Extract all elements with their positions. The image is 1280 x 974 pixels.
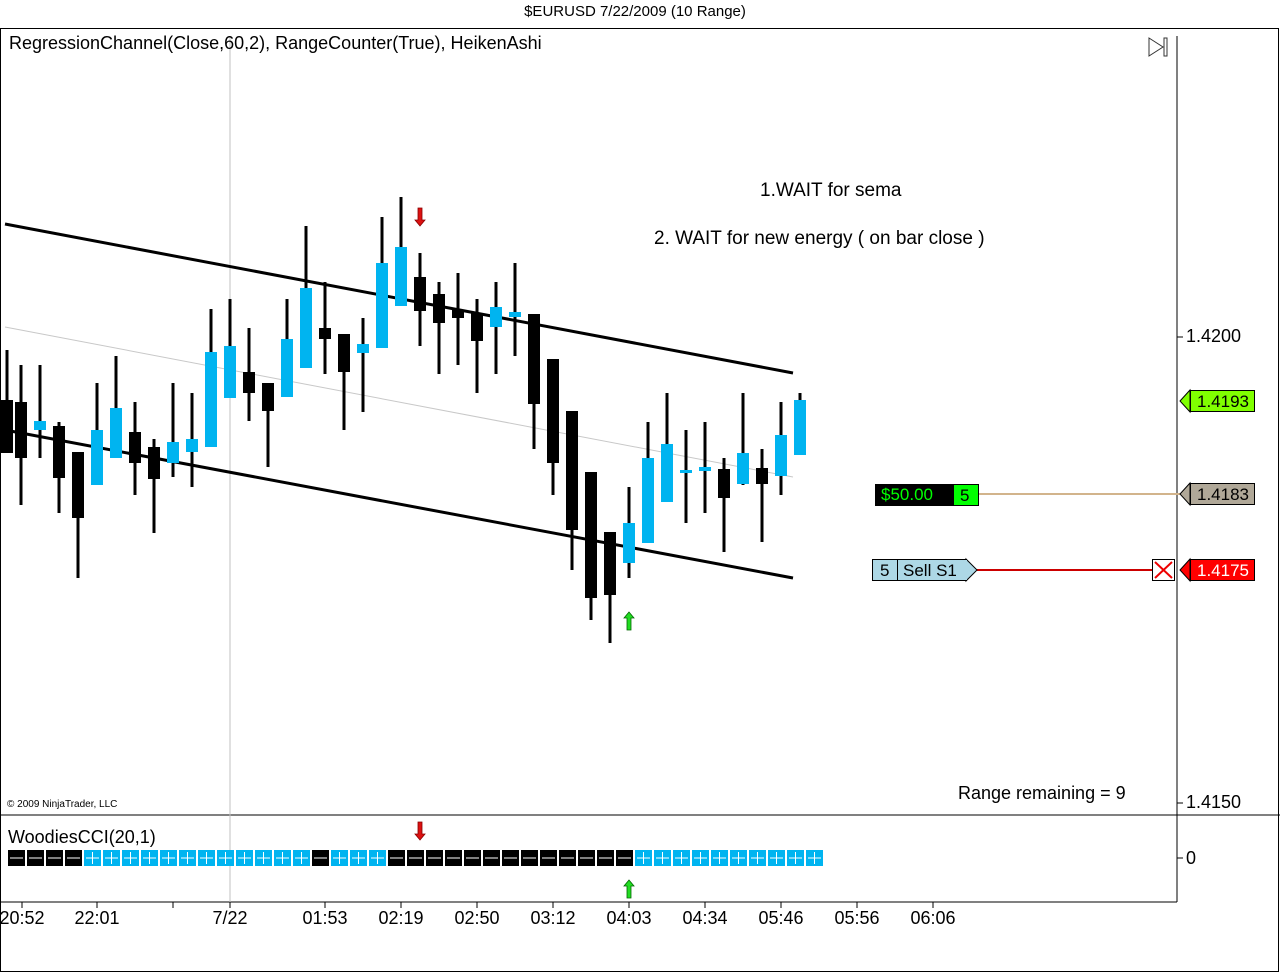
- x-tick-label: 05:46: [758, 908, 804, 928]
- y-tick-14200: 1.4200: [1186, 326, 1242, 346]
- candle-up: [281, 339, 293, 397]
- cci-sell-arrow-icon: [414, 821, 426, 841]
- candle-up: [490, 307, 502, 327]
- candle-up: [91, 430, 103, 485]
- candle-down: [148, 447, 160, 479]
- candle-up: [737, 453, 749, 484]
- indicators-label: RegressionChannel(Close,60,2), RangeCoun…: [9, 33, 542, 53]
- range-counter: Range remaining = 9: [958, 783, 1126, 803]
- candle-up: [699, 467, 711, 471]
- candle-down: [129, 432, 141, 463]
- candle-down: [15, 402, 27, 458]
- copyright: © 2009 NinjaTrader, LLC: [7, 799, 118, 810]
- x-tick-label: 04:34: [682, 908, 728, 928]
- candle-down: [566, 411, 578, 530]
- note-wait-energy: 2. WAIT for new energy ( on bar close ): [654, 228, 985, 249]
- candle-up: [205, 352, 217, 447]
- candle-up: [357, 344, 369, 353]
- last-price-tag: 1.4193: [1190, 390, 1255, 412]
- order-label[interactable]: Sell S1: [897, 559, 967, 581]
- candle-up: [623, 523, 635, 563]
- candle-up: [775, 435, 787, 476]
- candle-up: [300, 288, 312, 368]
- candle-up: [642, 458, 654, 543]
- candle-down: [452, 310, 464, 318]
- last-price-tag-tip: [1179, 388, 1191, 414]
- x-tick-label: 02:50: [454, 908, 500, 928]
- candle-up: [376, 263, 388, 348]
- order-label-tip: [965, 557, 978, 583]
- candle-down: [319, 328, 331, 339]
- candle-up: [680, 470, 692, 473]
- candle-down: [243, 372, 255, 393]
- candle-down: [433, 294, 445, 323]
- candle-down: [471, 313, 483, 341]
- cci-buy-arrow-icon: [623, 879, 635, 899]
- cci-title: WoodiesCCI(20,1): [8, 827, 156, 847]
- candle-down: [585, 472, 597, 598]
- candle-down: [756, 468, 768, 484]
- sell-signal-arrow-icon: [414, 207, 426, 227]
- x-tick-label: 20:52: [0, 908, 45, 928]
- position-qty[interactable]: 5: [953, 484, 979, 506]
- candle-down: [72, 452, 84, 518]
- candle-down: [1, 400, 13, 453]
- candle-up: [661, 444, 673, 502]
- chart-frame: [0, 28, 1279, 972]
- candle-up: [224, 346, 236, 398]
- candle-down: [718, 469, 730, 498]
- candle-up: [186, 439, 198, 452]
- x-tick-label: 05:56: [834, 908, 880, 928]
- window-title: $EURUSD 7/22/2009 (10 Range): [524, 3, 746, 20]
- candle-up: [395, 247, 407, 306]
- candle-down: [53, 426, 65, 478]
- x-tick-label: 01:53: [302, 908, 348, 928]
- note-wait-sema: 1.WAIT for sema: [760, 180, 902, 201]
- cancel-order-icon[interactable]: [1152, 559, 1175, 581]
- candle-down: [414, 277, 426, 311]
- position-tag-tip: [1179, 481, 1191, 507]
- candle-down: [262, 383, 274, 411]
- candle-up: [509, 312, 521, 317]
- order-tag-tip: [1179, 557, 1191, 583]
- position-price-tag: 1.4183: [1190, 483, 1255, 505]
- candle-up: [794, 400, 806, 455]
- x-tick-label: 03:12: [530, 908, 576, 928]
- order-qty[interactable]: 5: [872, 559, 898, 581]
- cci-y-tick-0: 0: [1186, 848, 1197, 868]
- candle-up: [34, 421, 46, 430]
- candle-down: [604, 532, 616, 595]
- x-tick-label: 04:03: [606, 908, 652, 928]
- candle-down: [547, 359, 559, 463]
- x-tick-label: 7/22: [212, 908, 248, 928]
- candle-up: [167, 442, 179, 463]
- candle-down: [528, 314, 540, 404]
- candle-down: [338, 334, 350, 372]
- x-tick-label: 06:06: [910, 908, 956, 928]
- x-tick-label: 02:19: [378, 908, 424, 928]
- order-price-tag[interactable]: 1.4175: [1190, 559, 1255, 581]
- regression-lower-line: [4, 428, 794, 580]
- scroll-to-end-icon[interactable]: [1147, 36, 1171, 65]
- buy-signal-arrow-icon: [623, 611, 635, 631]
- y-tick-14150: 1.4150: [1186, 792, 1242, 812]
- x-tick-label: 22:01: [74, 908, 120, 928]
- candle-up: [110, 408, 122, 458]
- position-pnl: $50.00: [875, 484, 954, 506]
